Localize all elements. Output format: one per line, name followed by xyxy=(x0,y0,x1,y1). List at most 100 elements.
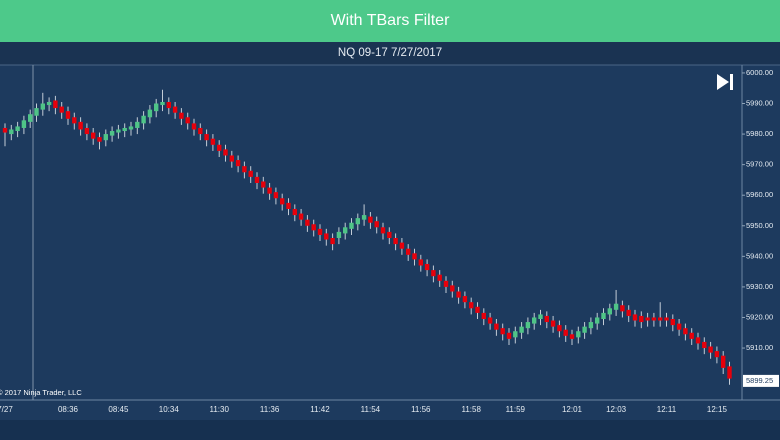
play-icon[interactable] xyxy=(717,74,729,90)
candle-body xyxy=(185,117,190,124)
candle-body xyxy=(336,231,342,239)
y-tick-label: 5920.00 xyxy=(746,312,773,321)
play-to-end-button[interactable] xyxy=(714,71,736,93)
candle-body xyxy=(84,127,90,135)
candle-body xyxy=(399,242,405,249)
candle-body xyxy=(569,334,575,339)
x-tick-label: 11:54 xyxy=(361,405,381,414)
candle-body xyxy=(286,202,291,209)
candle-body xyxy=(380,227,386,234)
candle-body xyxy=(469,302,474,309)
candle-body xyxy=(242,166,247,173)
candle-body xyxy=(670,319,675,326)
candle-body xyxy=(626,309,631,316)
candle-body xyxy=(34,108,39,116)
candle-body xyxy=(172,106,178,113)
candle-body xyxy=(487,317,493,324)
candle-body xyxy=(217,144,222,151)
candle-body xyxy=(708,346,713,353)
candle-body xyxy=(406,248,411,255)
candle-body xyxy=(658,317,663,321)
candle-body xyxy=(632,314,638,321)
candle-body xyxy=(714,351,720,358)
candle-body xyxy=(72,117,77,124)
candle-body xyxy=(261,181,266,188)
candle-body xyxy=(166,101,171,109)
candle-body xyxy=(317,228,323,235)
y-tick-label: 5970.00 xyxy=(746,160,773,169)
candle-body xyxy=(179,112,184,119)
end-bar-icon[interactable] xyxy=(730,74,733,90)
candle-body xyxy=(53,100,58,109)
candle-body xyxy=(727,366,732,379)
candle-body xyxy=(588,322,594,329)
candle-body xyxy=(2,127,8,133)
candle-body xyxy=(9,129,14,135)
candle-body xyxy=(141,115,146,124)
candle-body xyxy=(576,331,581,338)
candle-body xyxy=(280,198,285,205)
candle-body xyxy=(116,129,121,133)
y-tick-label: 5940.00 xyxy=(746,251,773,260)
candle-body xyxy=(387,231,392,239)
candle-body xyxy=(443,280,449,287)
candle-body xyxy=(204,134,209,141)
candle-body xyxy=(613,303,619,310)
candle-body xyxy=(248,170,253,177)
candle-body xyxy=(154,103,159,112)
subheader-bar xyxy=(0,42,780,65)
x-tick-label: 08:36 xyxy=(58,405,79,414)
candle-body xyxy=(475,306,480,313)
candle-body xyxy=(544,315,549,323)
last-price-label: 5899.25 xyxy=(746,376,773,385)
last-price-box xyxy=(743,374,779,387)
x-tick-label: 12:01 xyxy=(562,405,583,414)
x-tick-label: 10:34 xyxy=(159,405,180,414)
candle-body xyxy=(109,131,115,136)
x-tick-label: 11:36 xyxy=(260,405,280,414)
candle-body xyxy=(122,127,127,132)
candle-body xyxy=(91,132,96,139)
candle-body xyxy=(235,160,241,167)
candle-body xyxy=(500,328,505,335)
candle-body xyxy=(456,291,461,298)
candle-body xyxy=(702,341,707,349)
candle-body xyxy=(311,224,316,231)
candle-body xyxy=(135,121,140,128)
x-tick-label: 7/27 xyxy=(0,405,13,414)
x-tick-label: 11:30 xyxy=(209,405,229,414)
candle-body xyxy=(103,134,108,141)
y-tick-label: 5990.00 xyxy=(746,98,773,107)
candle-body xyxy=(210,138,216,145)
candle-body xyxy=(412,253,417,260)
copyright: © 2017 Ninja Trader, LLC xyxy=(0,388,82,397)
candle-body xyxy=(254,176,260,183)
candle-body xyxy=(393,238,398,245)
x-tick-label: 11:59 xyxy=(506,405,526,414)
candle-body xyxy=(223,149,228,156)
y-tick-label: 5980.00 xyxy=(746,129,773,138)
candle-body xyxy=(494,323,499,330)
candle-body xyxy=(683,328,688,335)
candle-body xyxy=(368,216,373,223)
candle-body xyxy=(46,101,52,106)
candle-body xyxy=(695,337,701,344)
candle-body xyxy=(689,332,694,339)
candle-body xyxy=(292,208,297,216)
candle-body xyxy=(160,101,165,106)
candle-body xyxy=(330,238,335,245)
candle-body xyxy=(538,314,543,320)
candle-body xyxy=(557,325,562,332)
candle-body xyxy=(607,308,612,315)
candle-body xyxy=(601,312,606,320)
x-tick-label: 12:03 xyxy=(606,405,627,414)
candle-body xyxy=(651,317,657,321)
y-tick-label: 6000.00 xyxy=(746,68,773,77)
x-tick-label: 08:45 xyxy=(108,405,129,414)
candle-body xyxy=(639,315,644,323)
candle-body xyxy=(198,127,203,135)
candle-body xyxy=(59,106,64,113)
